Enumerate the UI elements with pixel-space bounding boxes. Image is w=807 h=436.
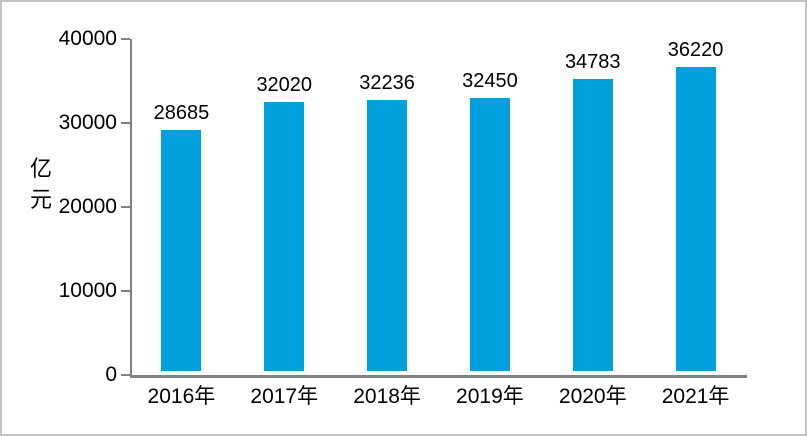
y-tick-label: 20000	[58, 195, 117, 218]
bar-value-label: 34783	[564, 50, 621, 73]
x-category-label: 2020年	[558, 385, 627, 408]
bar	[572, 78, 613, 371]
x-category-label: 2018年	[353, 385, 421, 408]
y-axis-line	[130, 39, 132, 378]
y-tick-label: 40000	[58, 27, 117, 50]
bar	[264, 102, 305, 371]
y-tick-mark	[121, 38, 130, 40]
x-category-label: 2019年	[456, 385, 524, 408]
y-tick-mark	[121, 206, 130, 208]
bar-value-label: 36220	[667, 38, 724, 61]
y-tick-mark	[121, 290, 130, 292]
y-tick-mark	[121, 122, 130, 124]
x-category-label: 2021年	[661, 385, 730, 408]
bar	[367, 100, 408, 371]
y-tick-mark	[121, 374, 130, 376]
y-axis-title: 亿元	[29, 156, 52, 212]
bar	[161, 130, 202, 371]
x-axis-line	[130, 375, 747, 378]
bar	[469, 98, 510, 371]
bar-value-label: 32450	[462, 70, 518, 93]
y-tick-label: 10000	[58, 279, 117, 302]
bar-value-label: 32020	[256, 74, 313, 97]
y-tick-label: 30000	[58, 111, 117, 134]
x-category-label: 2017年	[250, 385, 319, 408]
bar-value-label: 28685	[153, 102, 210, 125]
bar	[675, 66, 716, 371]
x-category-label: 2016年	[147, 385, 216, 408]
y-tick-label: 0	[105, 363, 117, 386]
bar-value-label: 32236	[359, 72, 415, 95]
